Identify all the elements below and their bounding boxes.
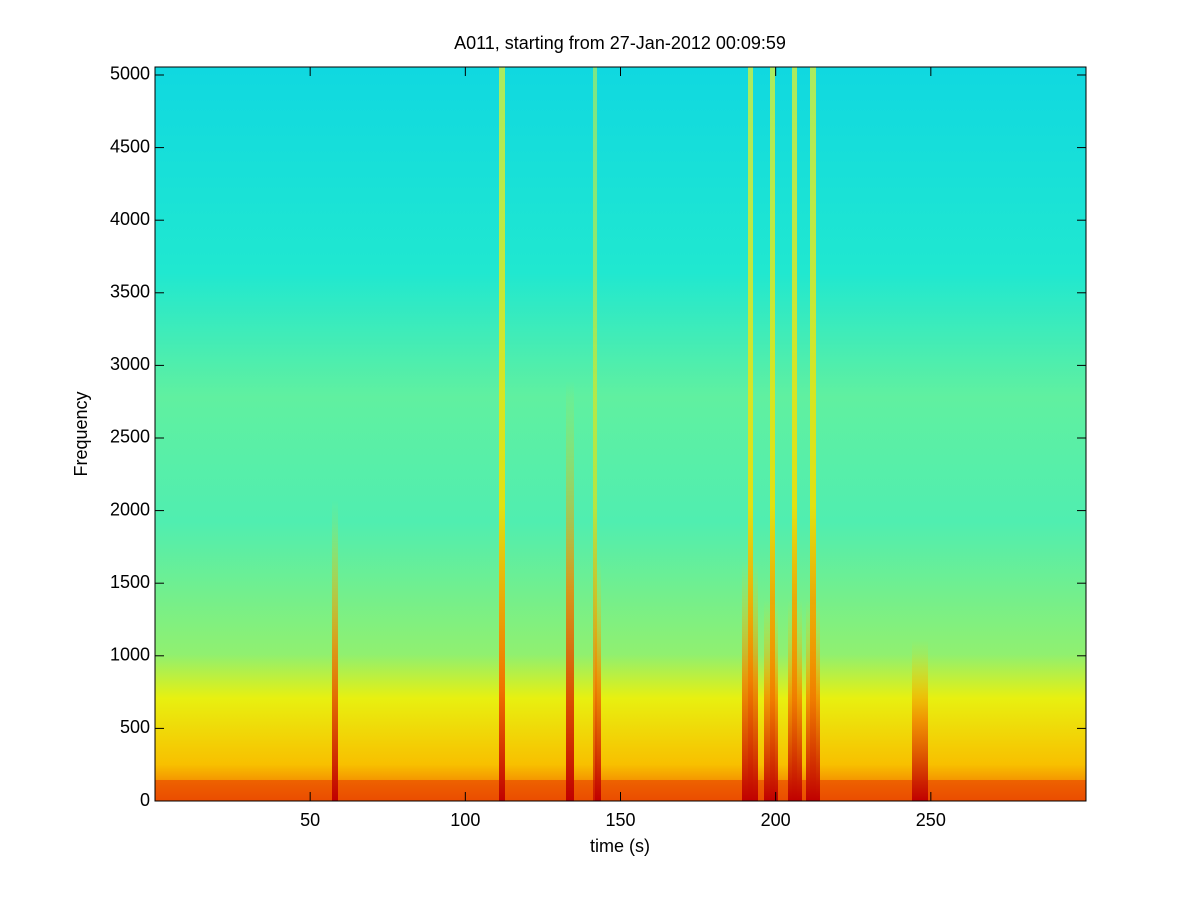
y-axis-label: Frequency (71, 391, 91, 476)
y-tick-label: 1000 (110, 645, 150, 665)
y-tick-label: 1500 (110, 572, 150, 592)
y-tick-label: 5000 (110, 64, 150, 84)
chart-title: A011, starting from 27-Jan-2012 00:09:59 (454, 33, 786, 53)
y-tick-label: 4000 (110, 209, 150, 229)
y-tick-label: 3500 (110, 282, 150, 302)
x-tick-label: 200 (761, 810, 791, 830)
y-tick-label: 3000 (110, 354, 150, 374)
y-tick-label: 2000 (110, 499, 150, 519)
x-tick-label: 50 (300, 810, 320, 830)
y-tick-label: 500 (120, 717, 150, 737)
y-tick-label: 0 (140, 790, 150, 810)
x-tick-label: 150 (605, 810, 635, 830)
x-tick-label: 100 (450, 810, 480, 830)
y-tick-label: 2500 (110, 427, 150, 447)
x-axis-label: time (s) (590, 836, 650, 856)
y-tick-label: 4500 (110, 136, 150, 156)
spectrogram-image (155, 67, 1086, 801)
x-tick-label: 250 (916, 810, 946, 830)
